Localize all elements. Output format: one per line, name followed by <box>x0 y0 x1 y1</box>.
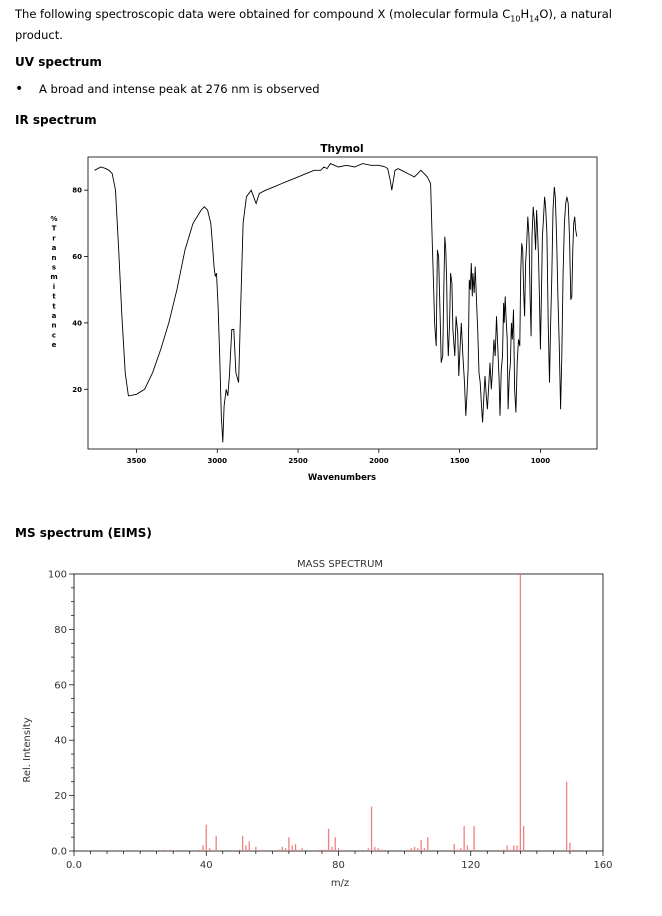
ir-y-label-char: T <box>52 225 57 233</box>
ir-chart-title: Thymol <box>320 143 363 155</box>
ir-x-tick-label: 3000 <box>208 457 228 465</box>
ms-y-tick-label: 0.0 <box>51 847 67 858</box>
ir-y-label-char: r <box>52 234 56 242</box>
ir-y-label-char: t <box>52 293 56 301</box>
ir-plot-frame <box>87 156 598 450</box>
ir-x-tick-label: 2000 <box>369 457 389 465</box>
ir-x-tick-label: 1500 <box>450 457 470 465</box>
ms-y-tick-label: 20 <box>54 791 67 802</box>
formula-subscript-c: 10 <box>510 14 521 24</box>
ms-heading: MS spectrum (EIMS) <box>15 526 152 540</box>
ms-x-tick-label: 80 <box>332 860 345 871</box>
ir-y-tick-label: 80 <box>72 187 82 195</box>
ir-chart: Thymol Wavenumbers 3500 3000 2500 2000 1500 1… <box>50 143 598 483</box>
ms-x-tick-label: 160 <box>593 860 612 871</box>
ms-y-axis-label: Rel. Intensity <box>22 717 33 782</box>
ms-y-tick-label: 80 <box>54 625 67 636</box>
ms-axes: 0.0 40 80 120 160 0.0 20 40 60 80 100 <box>48 570 613 872</box>
ms-y-tick-label: 40 <box>54 736 67 747</box>
ms-x-tick-label: 40 <box>200 860 213 871</box>
ir-y-tick-label: 60 <box>72 253 82 261</box>
ms-bars <box>162 574 574 851</box>
ir-x-tick-label: 3500 <box>127 457 147 465</box>
bullet-icon: • <box>15 81 24 97</box>
ir-y-label-char: i <box>53 283 55 291</box>
ir-y-label-char: e <box>52 341 57 349</box>
ir-y-label-char: c <box>52 331 56 339</box>
ir-y-label-char: a <box>52 312 57 320</box>
uv-bullet-text: A broad and intense peak at 276 nm is ob… <box>39 82 320 96</box>
ms-y-tick-label: 60 <box>54 680 67 691</box>
formula-h: H <box>520 7 530 21</box>
ms-plot-frame <box>73 573 604 852</box>
ir-y-tick-label: 40 <box>72 319 82 327</box>
ir-y-label-char: t <box>52 302 56 310</box>
ms-y-tick-label: 100 <box>48 570 67 581</box>
ir-y-tick-label: 20 <box>72 386 82 394</box>
ir-axes: 3500 3000 2500 2000 1500 1000 20 40 60 80 <box>72 187 550 465</box>
ir-y-label-char: m <box>50 273 57 281</box>
intro-text-after: O), a natural product. <box>15 7 612 43</box>
ms-x-tick-label: 120 <box>461 860 480 871</box>
intro-text-before: The following spectroscopic data were ob… <box>15 7 511 21</box>
ir-x-tick-label: 2500 <box>288 457 308 465</box>
ir-y-label-char: n <box>52 322 57 330</box>
intro-paragraph: The following spectroscopic data were ob… <box>15 6 645 43</box>
ir-y-label-char: % <box>50 215 57 223</box>
ir-y-label-char: n <box>52 254 57 262</box>
uv-heading: UV spectrum <box>15 55 102 69</box>
ir-y-label-char: a <box>52 244 57 252</box>
ir-y-label-char: s <box>52 264 56 272</box>
ir-x-axis-label: Wavenumbers <box>308 473 376 483</box>
ms-chart-title: MASS SPECTRUM <box>297 559 383 570</box>
ir-heading: IR spectrum <box>15 113 97 127</box>
ms-x-tick-label: 0.0 <box>66 860 82 871</box>
ms-x-axis-label: m/z <box>331 878 349 889</box>
formula-subscript-h: 14 <box>529 14 540 24</box>
ir-x-tick-label: 1000 <box>531 457 551 465</box>
ir-spectrum-line <box>94 163 578 443</box>
ms-chart: MASS SPECTRUM m/z Rel. Intensity 0.0 40 80… <box>22 559 613 889</box>
